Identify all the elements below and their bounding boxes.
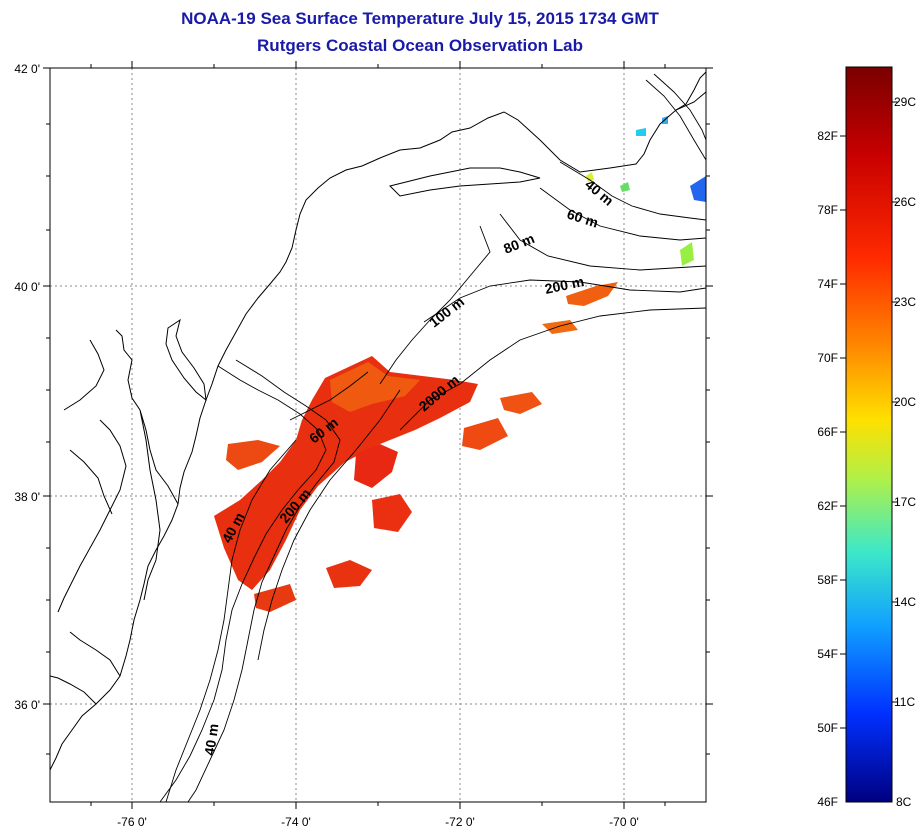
colorbar-gradient bbox=[845, 66, 893, 803]
sst-patch-green1 bbox=[680, 242, 694, 266]
colorbar-f-label: 74F bbox=[817, 277, 838, 291]
sst-patch-yellow1 bbox=[586, 172, 594, 182]
colorbar-f-label: 70F bbox=[817, 351, 838, 365]
y-tick-labels: 42 0' 40 0' 38 0' 36 0' bbox=[14, 62, 40, 712]
coastline-cape-cod bbox=[675, 71, 706, 111]
x-tick-label: -76 0' bbox=[117, 815, 147, 829]
x-tick-label: -70 0' bbox=[609, 815, 639, 829]
colorbar-c-label: 26C bbox=[894, 195, 916, 209]
y-tick-label: 36 0' bbox=[14, 698, 40, 712]
colorbar-c-label: 8C bbox=[896, 795, 912, 809]
colorbar-celsius-labels: 29C 26C 23C 20C 17C 14C 11C 8C bbox=[894, 95, 916, 809]
map-subtitle: Rutgers Coastal Ocean Observation Lab bbox=[257, 36, 583, 55]
sst-patch-south bbox=[254, 584, 296, 612]
sst-patch-offshore1 bbox=[462, 418, 508, 450]
sst-patch-green2 bbox=[620, 182, 630, 192]
colorbar-ticks bbox=[840, 101, 898, 729]
coastline-bay-inner bbox=[57, 419, 127, 613]
sst-patch-main bbox=[214, 356, 478, 590]
colorbar-f-label: 50F bbox=[817, 721, 838, 735]
sst-patch-shelf bbox=[226, 440, 280, 470]
contour-shelf-f bbox=[653, 73, 706, 141]
coastline bbox=[50, 71, 706, 771]
y-tick-label: 40 0' bbox=[14, 280, 40, 294]
contour-200m-north bbox=[423, 279, 706, 323]
x-tick-labels: -76 0' -74 0' -72 0' -70 0' bbox=[117, 815, 639, 829]
coastline-atlantic bbox=[50, 91, 706, 771]
sst-patch-eddy3 bbox=[326, 560, 372, 588]
contour-2000m bbox=[399, 307, 706, 431]
contour-shelf-b bbox=[187, 359, 341, 802]
coastline-estuary bbox=[50, 631, 121, 705]
coastline-chesapeake-bay bbox=[115, 329, 179, 601]
contour-60m-north bbox=[539, 187, 706, 241]
coastline-long-island bbox=[389, 167, 541, 197]
colorbar-c-label: 20C bbox=[894, 395, 916, 409]
colorbar-f-label: 78F bbox=[817, 203, 838, 217]
bathymetry-contours bbox=[159, 73, 706, 802]
contour-100m bbox=[379, 225, 491, 385]
sst-patch-blue1 bbox=[690, 176, 706, 202]
contour-shelf-a bbox=[159, 365, 327, 802]
contour-shelf-c bbox=[165, 439, 297, 802]
colorbar-c-label: 14C bbox=[894, 595, 916, 609]
map-title: NOAA-19 Sea Surface Temperature July 15,… bbox=[181, 9, 659, 28]
coastline-inland bbox=[63, 339, 113, 515]
colorbar-f-label: 54F bbox=[817, 647, 838, 661]
sst-patch-offshore2 bbox=[500, 392, 542, 414]
sst-patch-cyan1 bbox=[636, 128, 646, 136]
colorbar-f-label: 46F bbox=[817, 795, 838, 809]
contour-shelf-d bbox=[257, 389, 401, 661]
contour-shelf-e bbox=[645, 79, 706, 161]
y-tick-label: 38 0' bbox=[14, 490, 40, 504]
x-tick-label: -72 0' bbox=[445, 815, 475, 829]
coastline-delaware-bay bbox=[165, 318, 207, 402]
contour-40m-north bbox=[559, 161, 706, 221]
colorbar-c-label: 11C bbox=[894, 695, 915, 709]
x-tick-label: -74 0' bbox=[281, 815, 311, 829]
sst-data bbox=[214, 116, 706, 612]
sst-patch-eddy2 bbox=[372, 494, 412, 532]
sst-patch-main-warm bbox=[330, 362, 420, 412]
y-tick-label: 42 0' bbox=[14, 62, 40, 76]
sst-patch-offshore3 bbox=[566, 282, 618, 306]
colorbar-f-label: 62F bbox=[817, 499, 838, 513]
colorbar-c-label: 23C bbox=[894, 295, 916, 309]
colorbar-fahrenheit-labels: 82F 78F 74F 70F 66F 62F 58F 54F 50F 46F bbox=[817, 129, 838, 809]
frame-ticks bbox=[43, 61, 713, 809]
contour-60m-south bbox=[289, 371, 369, 421]
colorbar-f-label: 58F bbox=[817, 573, 838, 587]
colorbar-c-label: 17C bbox=[894, 495, 916, 509]
colorbar-c-label: 29C bbox=[894, 95, 916, 109]
contour-80m bbox=[499, 213, 706, 271]
colorbar-f-label: 66F bbox=[817, 425, 838, 439]
sst-patch-eddy1 bbox=[354, 444, 398, 488]
contour-label: 40 m bbox=[201, 723, 221, 757]
colorbar-f-label: 82F bbox=[817, 129, 838, 143]
